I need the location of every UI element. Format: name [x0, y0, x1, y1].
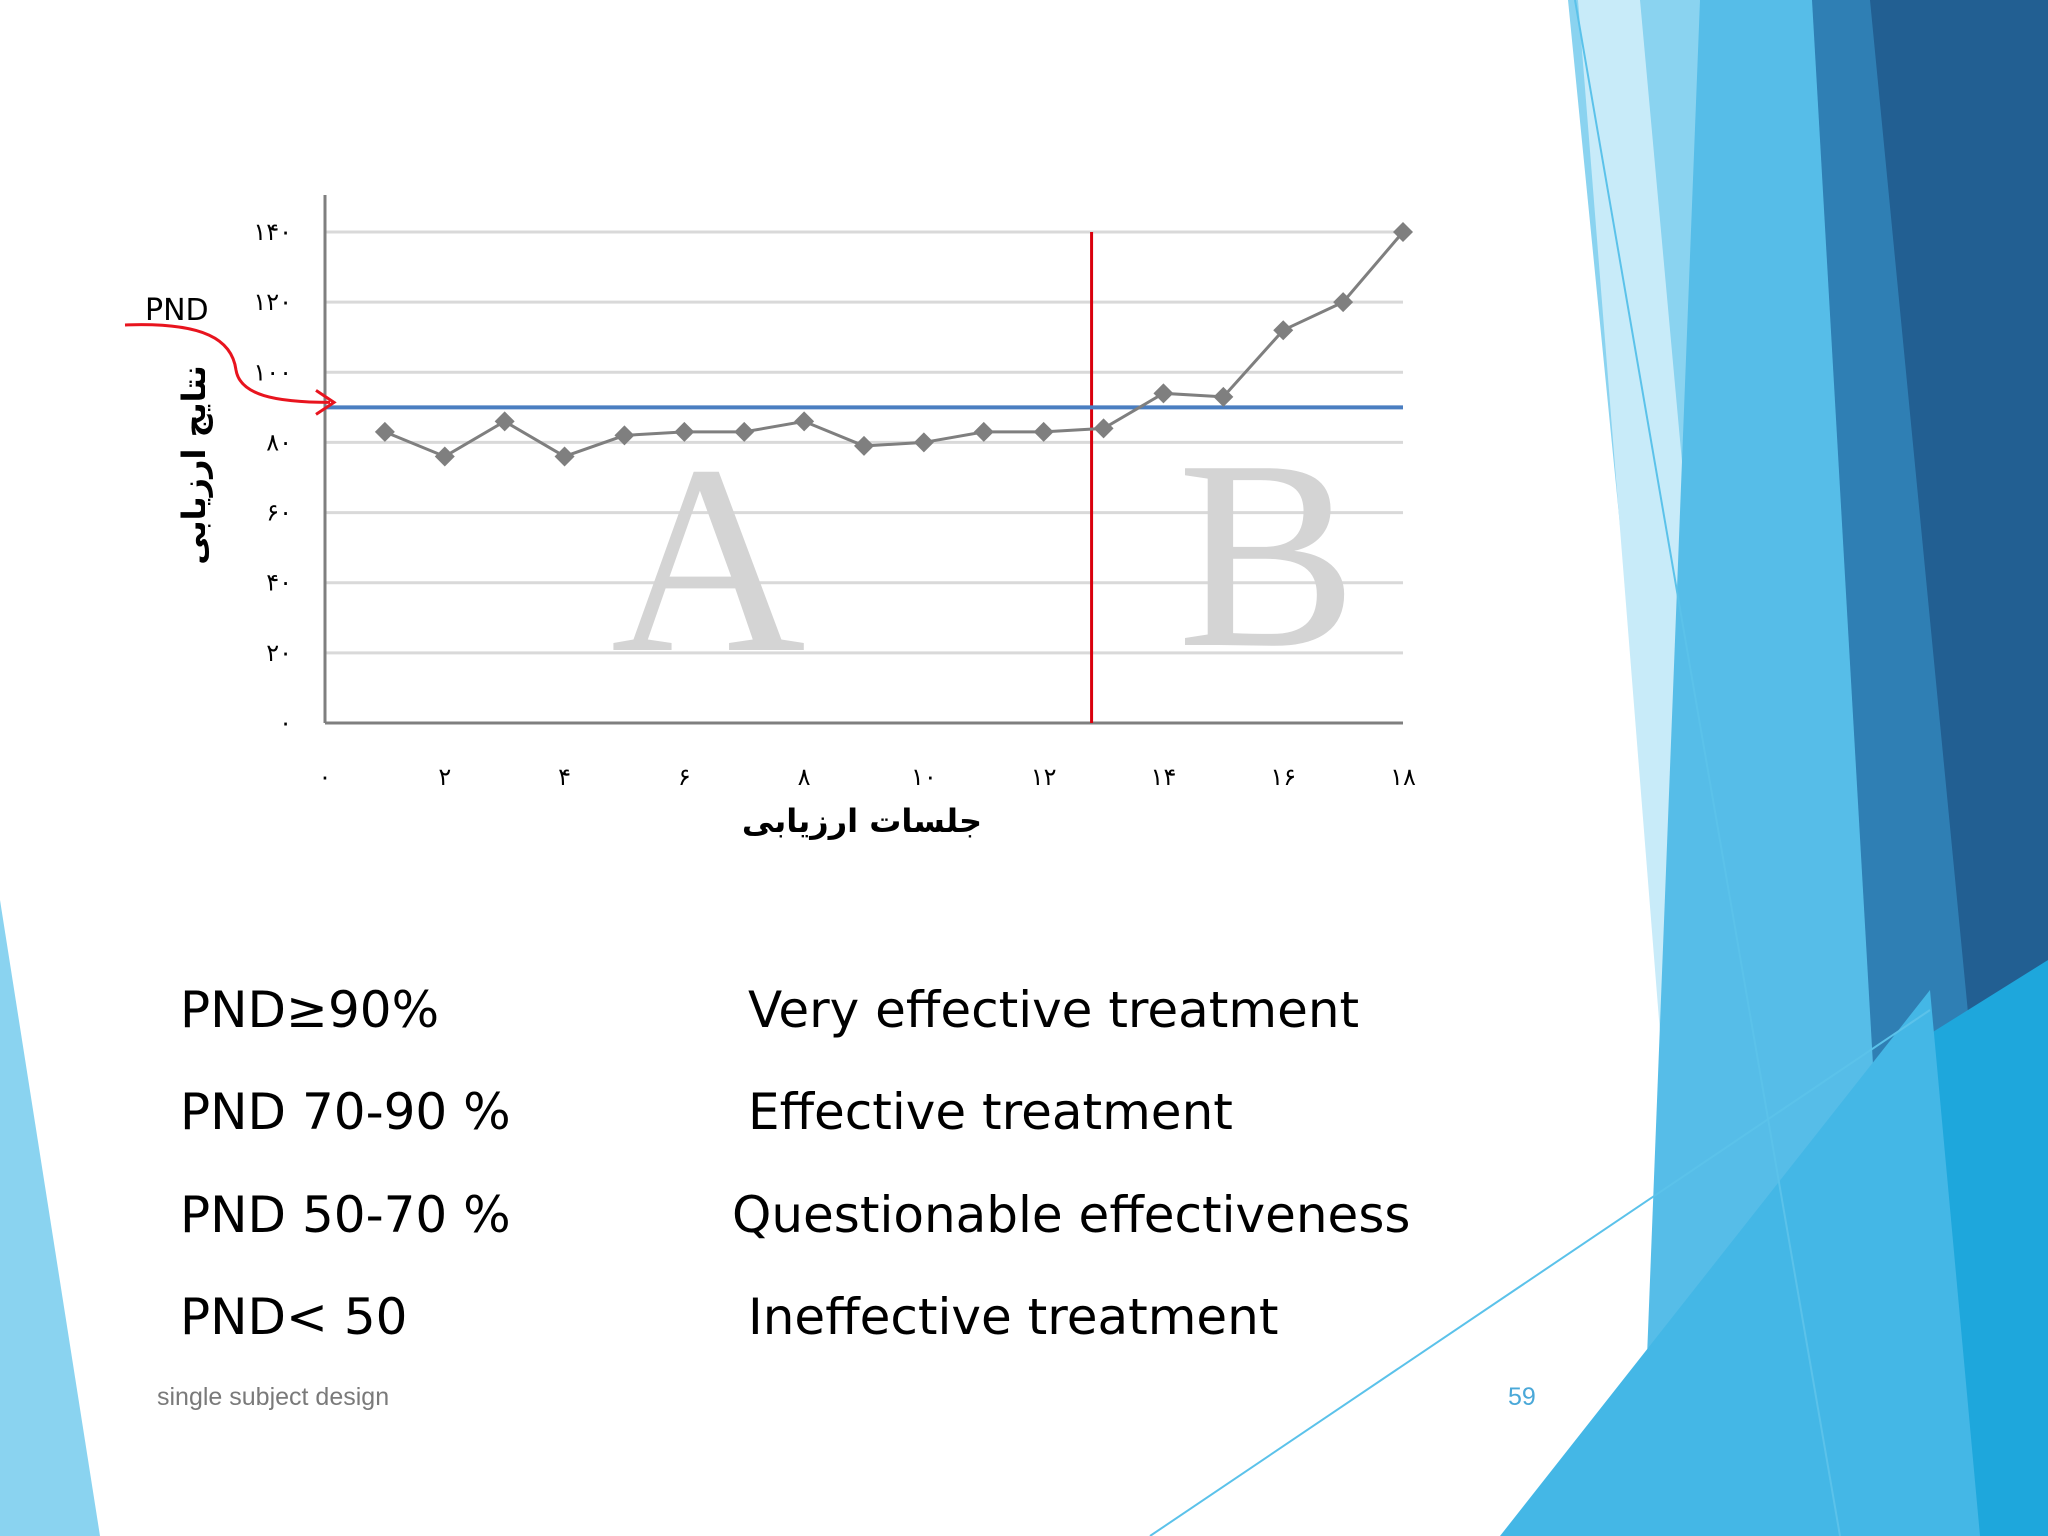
data-point: [434, 446, 455, 467]
y-tick-label: ۱۴۰: [253, 218, 292, 246]
pnd-label: PND: [145, 293, 209, 328]
right-accent-shape-sky: [1500, 990, 1980, 1536]
data-point: [1213, 386, 1234, 407]
effectiveness-label: Ineffective treatment: [748, 1288, 1279, 1346]
data-point: [374, 421, 395, 442]
right-accent-shape-deep: [1870, 0, 2048, 1240]
x-tick-label: ۰: [319, 763, 332, 791]
x-tick-label: ۱۲: [1031, 763, 1057, 791]
plot-background: [240, 195, 1445, 815]
y-tick-label: ۶۰: [266, 499, 292, 527]
data-point: [1033, 421, 1054, 442]
x-tick-label: ۶: [678, 763, 691, 791]
diagonal-line: [1574, 0, 1841, 1536]
axis-labels: ۰ ۲۰ ۴۰ ۶۰ ۸۰ ۱۰۰ ۱۲۰ ۱۴۰ ۰ ۲ ۴ ۶ ۸ ۱۰ ۱۲ ۱۴ ۱۶ ۱۸ جلسات ا…: [175, 218, 1416, 840]
diagonal-line: [1149, 1009, 1931, 1536]
phase-label-a: A: [611, 410, 806, 709]
left-accent-shape: [0, 900, 100, 1536]
data-point: [614, 425, 635, 446]
y-tick-label: ۰: [279, 709, 292, 737]
data-point: [794, 411, 815, 432]
data-point: [1153, 383, 1174, 404]
data-point: [1273, 320, 1294, 341]
data-point: [854, 435, 874, 456]
x-tick-label: ۴: [558, 763, 571, 791]
data-point: [734, 421, 755, 442]
data-point: [494, 411, 515, 432]
pnd-arrow: [124, 323, 331, 404]
y-tick-label: ۸۰: [266, 428, 292, 456]
pnd-annotation: PND: [124, 293, 337, 416]
axes: [323, 195, 1403, 725]
effectiveness-label: Very effective treatment: [748, 981, 1360, 1039]
pnd-range: PND≥90%: [180, 981, 440, 1039]
data-point: [1093, 418, 1114, 439]
page-number: 59: [1508, 1383, 1536, 1411]
footer-text: single subject design: [157, 1383, 390, 1411]
y-tick-label: ۲۰: [266, 639, 292, 667]
effectiveness-label: Effective treatment: [748, 1083, 1233, 1141]
series: [374, 222, 1413, 467]
grid-lines: [325, 230, 1403, 655]
data-point: [674, 421, 695, 442]
data-point: [913, 432, 934, 453]
y-tick-label: ۱۲۰: [253, 288, 292, 316]
x-tick-label: ۱۴: [1151, 763, 1177, 791]
series-line: [384, 231, 1405, 459]
x-tick-label: ۱۰: [911, 763, 937, 791]
y-tick-label: ۴۰: [266, 569, 292, 597]
data-point: [1333, 292, 1354, 313]
x-tick-label: ۱۸: [1390, 763, 1416, 791]
data-point: [554, 446, 575, 467]
pnd-range: PND< 50: [180, 1288, 408, 1346]
pnd-range: PND 70-90 %: [180, 1083, 511, 1141]
y-axis-title: نتایج ارزیابی: [175, 365, 213, 565]
phase-label-b: B: [1177, 405, 1357, 704]
effectiveness-label: Questionable effectiveness: [732, 1186, 1411, 1244]
pnd-arrow-head: [315, 389, 337, 416]
y-tick-label: ۱۰۰: [253, 358, 292, 386]
x-tick-label: ۸: [798, 763, 811, 791]
x-tick-label: ۱۶: [1270, 763, 1296, 791]
data-point: [973, 421, 994, 442]
data-point: [1393, 222, 1413, 242]
pnd-range: PND 50-70 %: [180, 1186, 511, 1244]
reference-lines: [325, 232, 1403, 723]
x-axis-title: جلسات ارزیابی: [742, 802, 982, 840]
x-tick-label: ۲: [438, 763, 451, 791]
